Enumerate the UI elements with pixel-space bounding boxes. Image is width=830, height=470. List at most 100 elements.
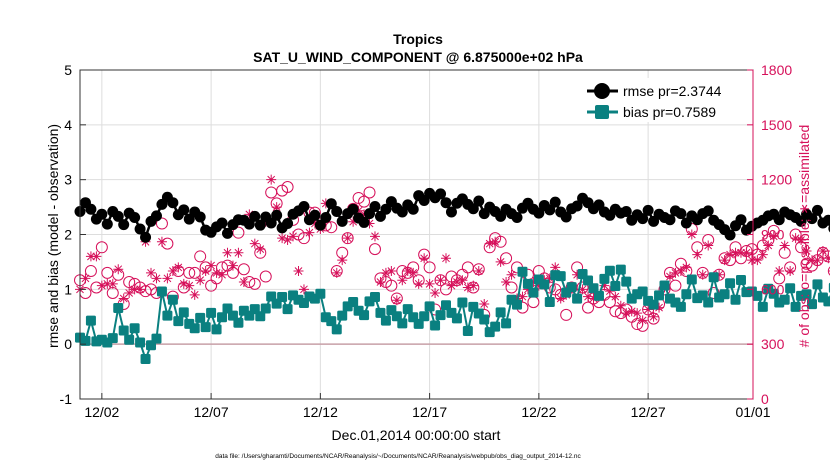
bias-marker bbox=[337, 310, 348, 321]
bias-marker bbox=[752, 290, 763, 301]
assimilated-obs-marker bbox=[298, 284, 309, 295]
assimilated-obs-marker bbox=[255, 244, 266, 255]
y-right-tick-label: 1200 bbox=[761, 172, 792, 188]
possible-obs-marker bbox=[560, 308, 573, 321]
y-axis-right: 0 300 600 900 1200 1500 1800 bbox=[747, 62, 792, 407]
bias-marker bbox=[424, 301, 435, 312]
assimilated-obs-marker bbox=[151, 273, 162, 284]
bias-marker bbox=[156, 286, 167, 297]
bias-marker bbox=[621, 276, 632, 287]
legend-item-bias: bias pr=0.7589 bbox=[587, 104, 716, 120]
rmse-marker bbox=[773, 214, 785, 226]
assimilated-obs-marker bbox=[544, 273, 555, 284]
bias-marker bbox=[167, 294, 178, 305]
assimilated-obs-marker bbox=[364, 218, 375, 229]
x-tick-label: 12/27 bbox=[631, 404, 666, 420]
bias-marker bbox=[173, 316, 184, 327]
bias-marker bbox=[440, 300, 451, 311]
possible-obs-marker bbox=[183, 266, 196, 279]
assimilated-obs-marker bbox=[375, 277, 386, 288]
bias-marker bbox=[730, 294, 741, 305]
assimilated-obs-marker bbox=[604, 286, 615, 297]
bias-marker bbox=[681, 289, 692, 300]
assimilated-obs-marker bbox=[714, 269, 725, 280]
assimilated-obs-marker bbox=[468, 280, 479, 291]
data-file-footnote: data file: /Users/gharamti/Documents/NCA… bbox=[215, 453, 581, 460]
bias-marker bbox=[129, 323, 140, 334]
bias-marker bbox=[572, 293, 583, 304]
possible-obs-marker bbox=[434, 274, 447, 287]
y-left-tick-label: 1 bbox=[64, 281, 72, 297]
assimilated-obs-marker bbox=[135, 284, 146, 295]
series-rmse bbox=[74, 187, 830, 243]
assimilated-obs-marker bbox=[380, 267, 391, 278]
bias-marker bbox=[380, 315, 391, 326]
assimilated-obs-marker bbox=[812, 255, 823, 266]
bias-marker bbox=[348, 296, 359, 307]
bias-marker bbox=[397, 318, 408, 329]
bias-marker bbox=[255, 311, 266, 322]
rmse-marker bbox=[822, 214, 830, 226]
possible-obs-marker bbox=[325, 221, 338, 234]
assimilated-obs-marker bbox=[768, 231, 779, 242]
bias-marker bbox=[402, 304, 413, 315]
possible-obs-marker bbox=[368, 243, 381, 256]
possible-obs-marker bbox=[188, 266, 201, 279]
assimilated-obs-marker bbox=[238, 277, 249, 288]
assimilated-obs-marker bbox=[342, 233, 353, 244]
possible-obs-marker bbox=[237, 263, 250, 276]
rmse-marker bbox=[445, 206, 457, 218]
x-tick-label: 12/22 bbox=[521, 404, 556, 420]
possible-obs-marker bbox=[669, 279, 682, 292]
rmse-marker bbox=[254, 219, 266, 231]
y-right-tick-label: 300 bbox=[761, 336, 785, 352]
assimilated-obs-marker bbox=[462, 282, 473, 293]
assimilated-obs-marker bbox=[419, 253, 430, 264]
possible-obs-marker bbox=[95, 241, 108, 254]
assimilated-obs-marker bbox=[277, 233, 288, 244]
assimilated-obs-marker bbox=[741, 247, 752, 258]
possible-obs-marker bbox=[123, 276, 136, 289]
bias-marker bbox=[593, 290, 604, 301]
rmse-marker bbox=[806, 213, 818, 225]
bias-marker bbox=[517, 266, 528, 277]
bias-marker bbox=[326, 316, 337, 327]
assimilated-obs-marker bbox=[173, 262, 184, 273]
rmse-marker bbox=[282, 218, 294, 230]
bias-marker bbox=[233, 317, 244, 328]
y-right-tick-label: 1500 bbox=[761, 117, 792, 133]
bias-marker bbox=[648, 299, 659, 310]
assimilated-obs-marker bbox=[752, 255, 763, 266]
rmse-marker bbox=[298, 201, 310, 213]
bias-marker bbox=[375, 307, 386, 318]
assimilated-obs-marker bbox=[610, 291, 621, 302]
assimilated-obs-marker bbox=[757, 249, 768, 260]
assimilated-obs-marker bbox=[118, 293, 129, 304]
rmse-marker bbox=[549, 196, 561, 208]
possible-obs-marker bbox=[297, 232, 310, 245]
rmse-marker bbox=[118, 219, 130, 231]
assimilated-obs-marker bbox=[80, 273, 91, 284]
possible-obs-marker bbox=[194, 250, 207, 263]
rmse-marker bbox=[178, 204, 190, 216]
assimilated-obs-marker bbox=[522, 284, 533, 295]
possible-obs-marker bbox=[259, 270, 272, 283]
assimilated-obs-marker bbox=[648, 311, 659, 322]
assimilated-obs-marker bbox=[162, 273, 173, 284]
bias-marker bbox=[490, 321, 501, 332]
bias-marker bbox=[686, 274, 697, 285]
assimilated-obs-marker bbox=[85, 251, 96, 262]
assimilated-obs-marker bbox=[533, 280, 544, 291]
assimilated-obs-marker bbox=[244, 209, 255, 220]
assimilated-obs-marker bbox=[271, 202, 282, 213]
assimilated-obs-marker bbox=[473, 266, 484, 277]
assimilated-obs-marker bbox=[779, 240, 790, 251]
assimilated-obs-marker bbox=[337, 255, 348, 266]
bias-marker bbox=[779, 294, 790, 305]
assimilated-obs-marker bbox=[479, 298, 490, 309]
rmse-marker bbox=[735, 214, 747, 226]
bias-marker bbox=[151, 333, 162, 344]
assimilated-obs-marker bbox=[632, 308, 643, 319]
possible-obs-marker bbox=[385, 279, 398, 292]
